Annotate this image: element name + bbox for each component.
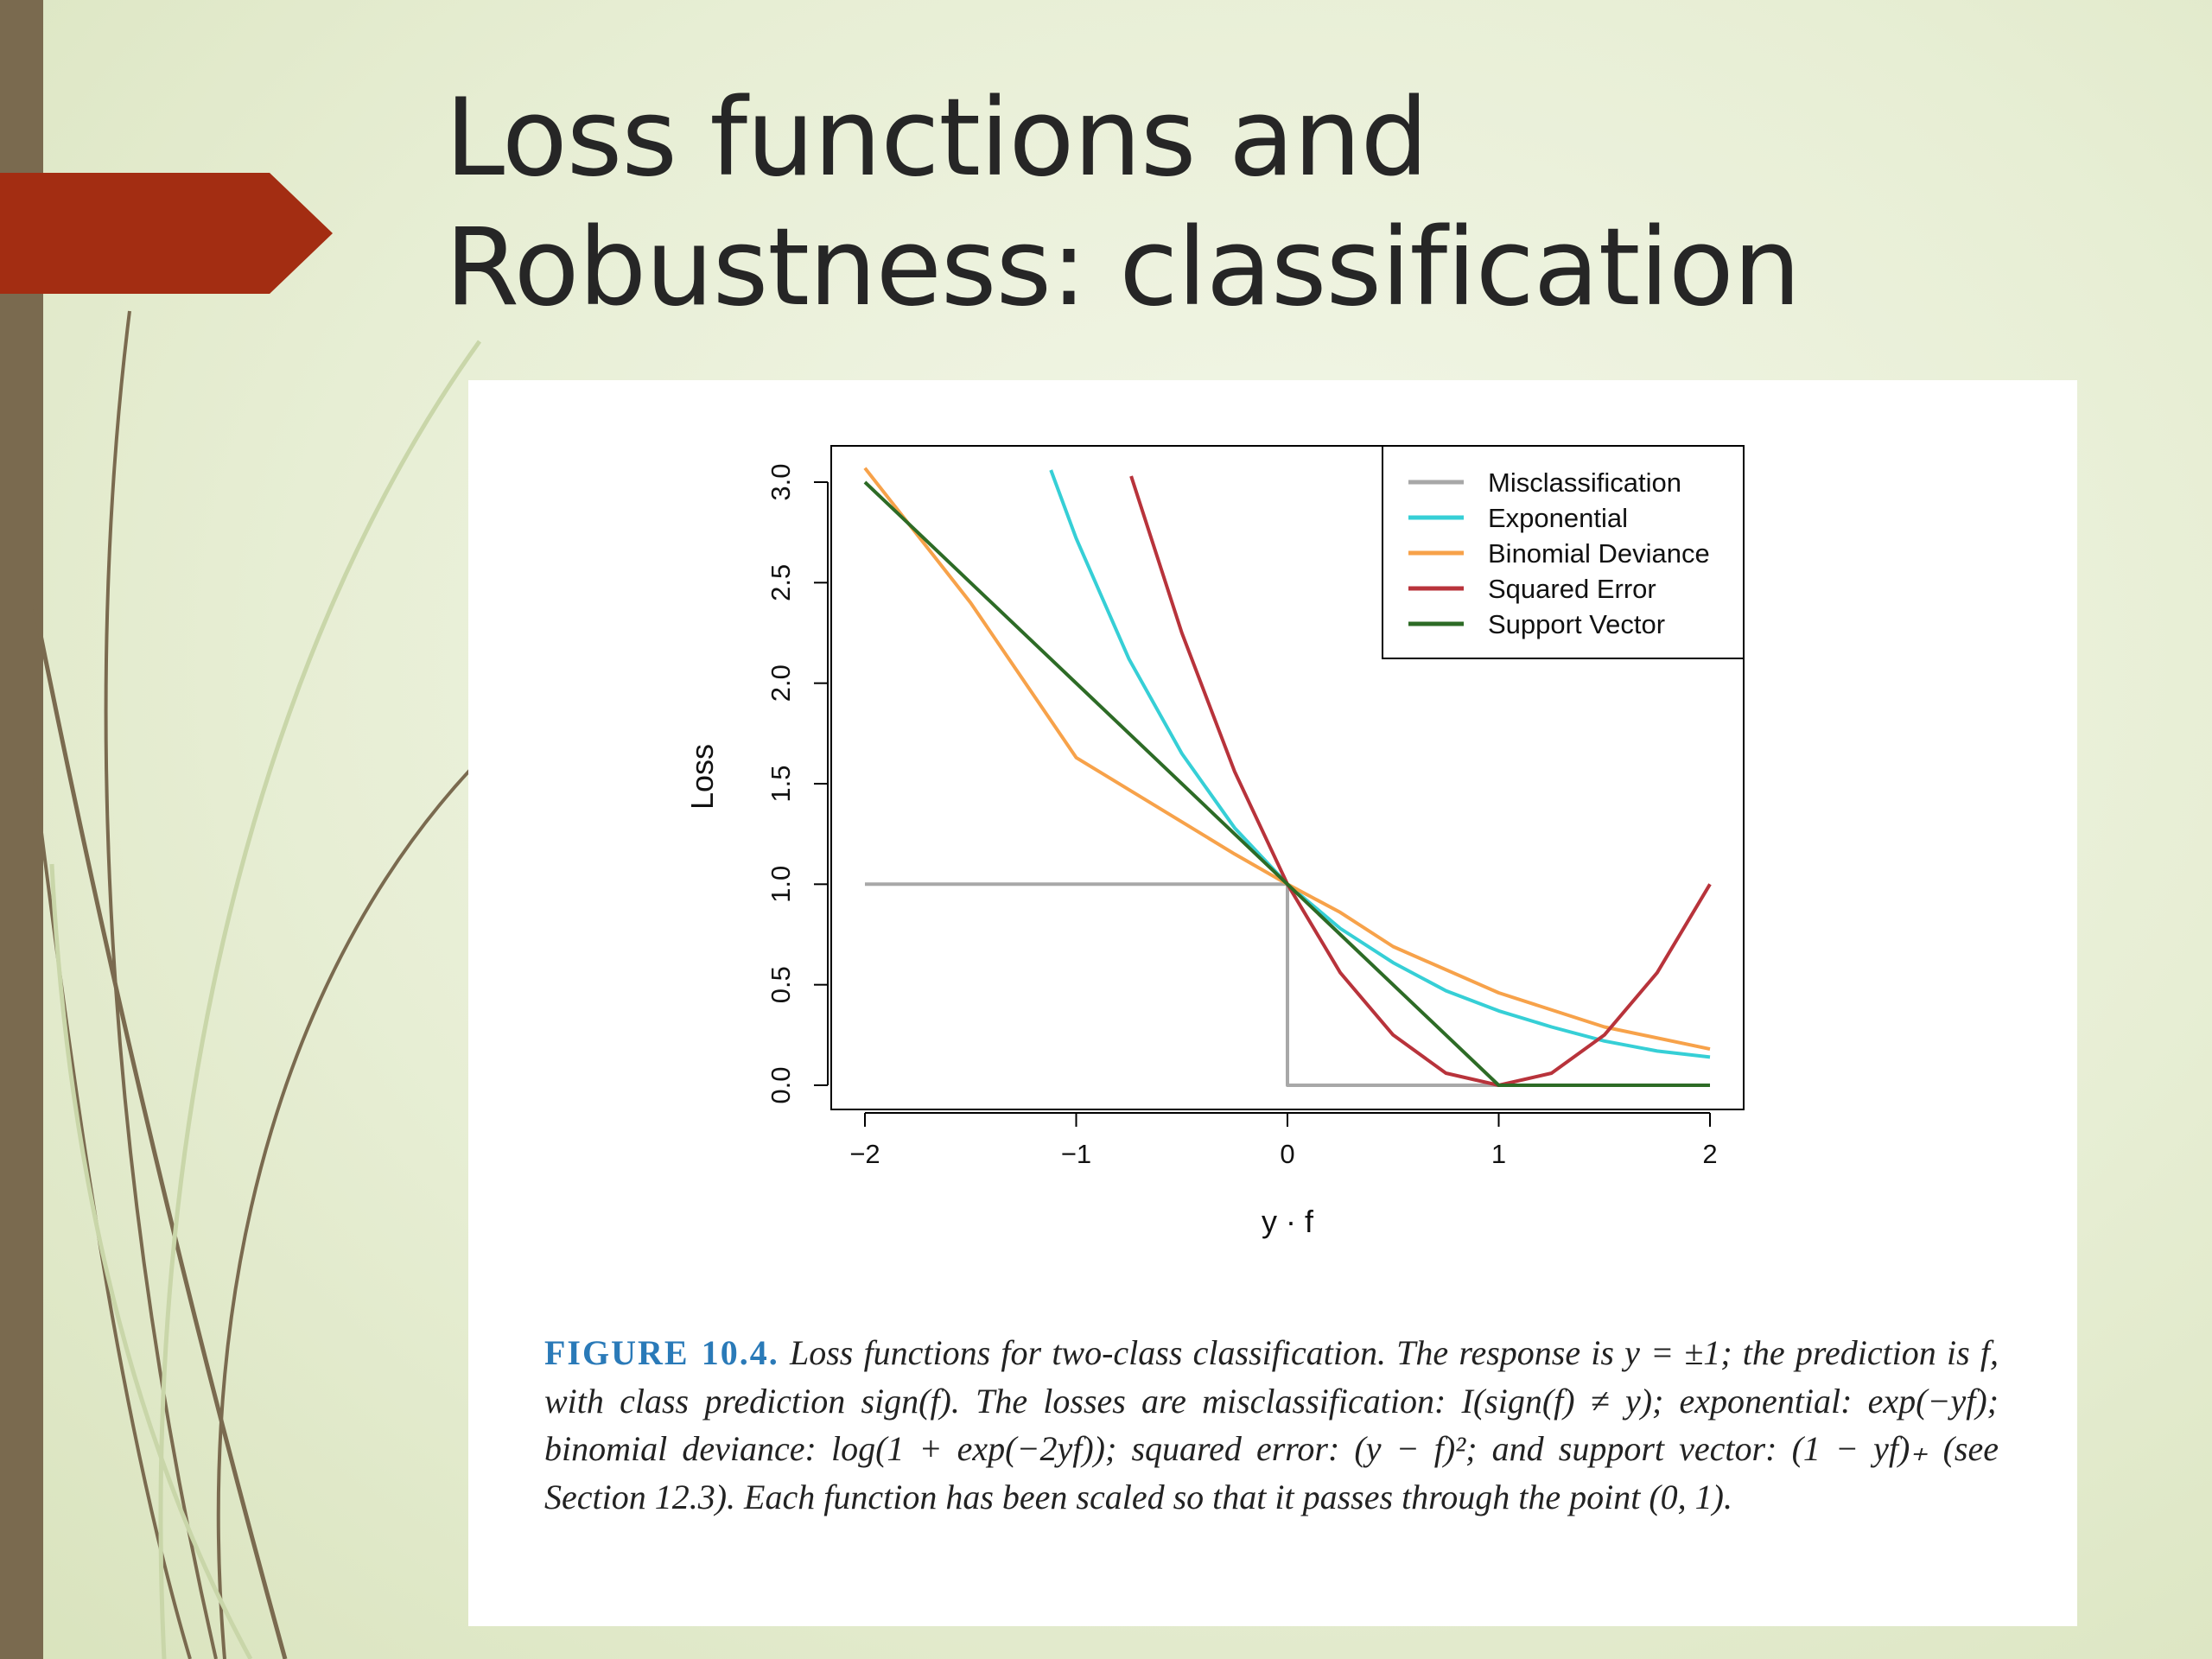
figure-label: FIGURE 10.4.: [544, 1333, 779, 1372]
y-tick-label: 0.5: [766, 966, 796, 1003]
legend-label-squared-error: Squared Error: [1488, 574, 1656, 604]
series-line-squared-error: [1129, 475, 1712, 1087]
y-tick-label: 0.0: [766, 1066, 796, 1103]
figure-panel: −2 −1 0 1 2 y · f 0.0 0.5 1.0 1.5 2.0 2.5 3.0 Loss Mis…: [468, 380, 2077, 1626]
x-tick-label: 0: [1280, 1139, 1294, 1169]
figure-caption: FIGURE 10.4. Loss functions for two-clas…: [544, 1329, 1999, 1521]
slide-title: Loss functions and Robustness: classific…: [445, 73, 1914, 333]
slide-title-line1: Loss functions and: [445, 76, 1428, 200]
y-axis-label: Loss: [684, 744, 720, 810]
figure-caption-text: Loss functions for two-class classificat…: [544, 1333, 1999, 1516]
loss-functions-chart: −2 −1 0 1 2 y · f 0.0 0.5 1.0 1.5 2.0 2.5 3.0 Loss Mis…: [684, 445, 1745, 1239]
legend-label-support-vector: Support Vector: [1488, 609, 1665, 639]
legend-label-exponential: Exponential: [1488, 503, 1628, 533]
x-tick-label: −2: [849, 1139, 880, 1169]
x-tick-label: 2: [1702, 1139, 1717, 1169]
decorative-grass-strokes: [32, 310, 482, 1659]
y-tick-label: 2.5: [766, 564, 796, 601]
x-tick-label: 1: [1491, 1139, 1506, 1169]
series-line-support-vector: [863, 480, 1710, 1087]
y-tick-label: 3.0: [766, 463, 796, 500]
slide-title-line2: Robustness: classification: [445, 206, 1801, 330]
y-tick-label: 1.5: [766, 765, 796, 802]
plot-frame: [830, 445, 1745, 1110]
x-tick-label: −1: [1061, 1139, 1091, 1169]
y-tick-label: 2.0: [766, 664, 796, 702]
series-line-misclassification: [865, 882, 1710, 1087]
legend-label-binomial-deviance: Binomial Deviance: [1488, 538, 1710, 569]
y-tick-label: 1.0: [766, 866, 796, 903]
legend-label-misclassification: Misclassification: [1488, 467, 1681, 498]
x-axis-label: y · f: [1262, 1204, 1314, 1239]
title-arrow-tab: [0, 173, 333, 294]
series-line-exponential: [1049, 469, 1711, 1059]
